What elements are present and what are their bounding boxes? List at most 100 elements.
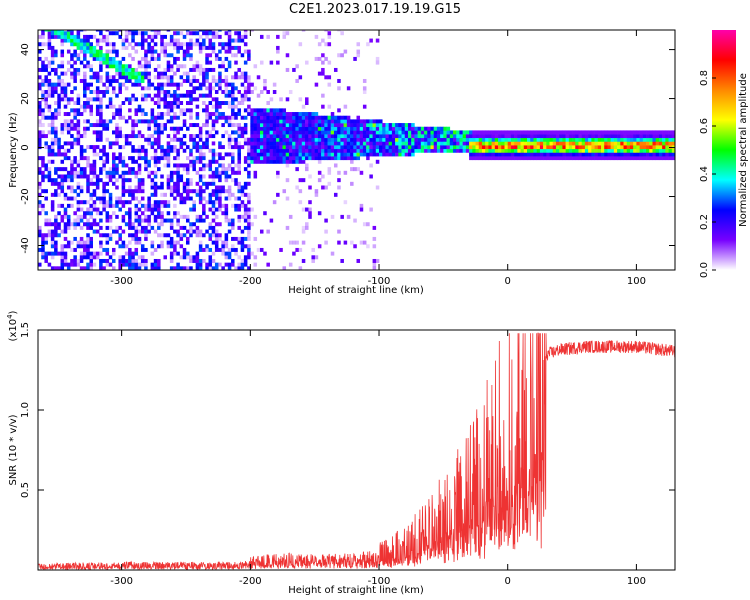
heatmap-cell [163,93,167,98]
heatmap-cell [350,148,354,153]
heatmap-cell [202,145,206,150]
heatmap-cell [308,145,312,150]
heatmap-cell [70,203,74,208]
heatmap-cell [185,126,190,131]
heatmap-cell [76,101,81,105]
heatmap-cell [211,148,216,153]
heatmap-cell [253,119,258,124]
heatmap-cell [89,262,93,267]
heatmap-cell [124,97,129,102]
heatmap-cell [73,67,77,72]
heatmap-cell [95,207,100,212]
heatmap-cell [314,115,319,120]
heatmap-cell [536,141,541,146]
heatmap-cell [150,185,155,190]
heatmap-cell [276,112,280,117]
heatmap-cell [234,38,238,43]
heatmap-cell [128,251,132,256]
heatmap-cell [494,145,499,150]
heatmap-cell [86,42,90,47]
heatmap-cell [44,211,48,216]
heatmap-cell [292,130,296,135]
heatmap-cell [247,200,251,205]
heatmap-cell [633,137,637,142]
heatmap-cell [115,225,119,230]
heatmap-cell [50,119,55,124]
heatmap-cell [301,123,306,128]
heatmap-cell [89,225,93,230]
heatmap-cell [279,159,283,164]
heatmap-cell [195,60,200,65]
heatmap-cell [111,163,116,168]
heatmap-cell [57,108,61,113]
heatmap-cell [176,56,180,61]
heatmap-cell [237,31,241,36]
heatmap-cell [38,211,42,216]
heatmap-cell [63,229,68,234]
heatmap-cell [140,34,145,39]
heatmap-cell [623,156,628,161]
heatmap-cell [247,244,251,249]
heatmap-cell [150,30,155,32]
heatmap-cell [269,156,274,161]
heatmap-cell [214,101,219,105]
heatmap-cell [195,225,200,230]
heatmap-cell [588,156,592,161]
heatmap-cell [50,53,55,58]
heatmap-cell [459,130,463,135]
heatmap-cell [115,64,119,69]
heatmap-cell [350,156,354,161]
heatmap-cell [185,49,190,54]
heatmap-cell [305,123,309,128]
heatmap-cell [137,178,142,183]
heatmap-cell [137,134,142,139]
heatmap-cell [517,134,521,139]
heatmap-cell [253,130,258,135]
heatmap-cell [121,67,126,72]
heatmap-cell [70,75,74,80]
heatmap-cell [79,189,84,194]
heatmap-cell [443,148,447,153]
heatmap-cell [601,148,605,153]
heatmap-cell [247,218,251,223]
heatmap-cell [224,233,229,238]
heatmap-cell [459,141,463,146]
heatmap-cell [134,71,139,76]
heatmap-cell [211,86,216,91]
heatmap-cell [157,134,161,139]
heatmap-cell [388,123,393,128]
colorbar-ticks: 0.00.20.40.60.8 [699,70,716,278]
heatmap-cell [99,108,103,113]
heatmap-cell [198,148,203,153]
heatmap-cell [163,233,167,238]
heatmap-cell [211,49,216,54]
heatmap-cell [57,93,61,98]
heatmap-cell [185,163,190,168]
heatmap-cell [523,130,528,135]
heatmap-cell [195,115,200,120]
heatmap-cell [665,137,669,142]
heatmap-cell [433,130,438,135]
heatmap-cell [285,148,290,153]
heatmap-cell [57,233,61,238]
heatmap-cell [382,123,386,128]
heatmap-cell [475,152,480,157]
heatmap-cell [478,152,483,157]
heatmap-cell [195,38,200,43]
heatmap-cell [105,104,110,109]
heatmap-cell [169,145,174,150]
heatmap-cell [192,200,196,205]
heatmap-cell [295,78,299,83]
heatmap-cell [604,156,608,161]
heatmap-cell [47,86,52,91]
heatmap-cell [150,45,155,50]
heatmap-cell [565,156,570,161]
heatmap-cell [259,115,264,120]
heatmap-cell [147,64,151,69]
heatmap-cell [54,30,58,32]
heatmap-cell [38,181,42,186]
heatmap-cell [607,145,611,150]
heatmap-cell [111,31,116,36]
heatmap-cell [128,211,132,216]
heatmap-cell [92,207,97,212]
